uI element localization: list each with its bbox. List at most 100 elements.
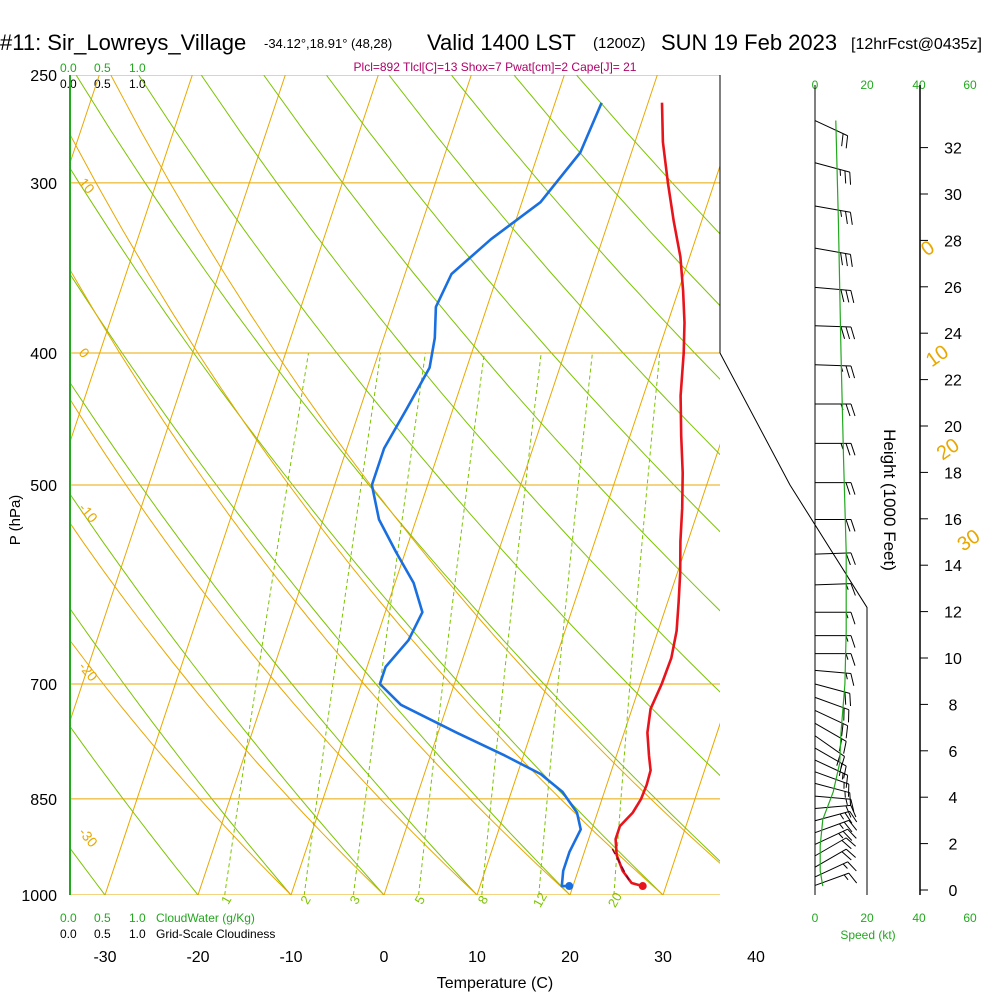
- pressure-tick-label: 400: [30, 346, 57, 363]
- wind-barb: [814, 771, 850, 797]
- wind-barb: [814, 364, 856, 379]
- dewpoint-profile-line: [370, 102, 603, 888]
- wind-barb-flag: [840, 252, 843, 266]
- wind-barb-flag: [847, 828, 857, 839]
- temperature-tick-label: 10: [468, 949, 486, 966]
- cloud-scale-bottom-green-1: 0.5: [94, 911, 111, 925]
- wind-barb-flag: [850, 365, 856, 379]
- valid-time: Valid 1400 LST: [427, 30, 576, 55]
- wind-barb: [814, 552, 856, 566]
- dry-adiabat-line: [75, 75, 720, 862]
- cloud-scale-bottom-black-0: 0.0: [60, 927, 77, 941]
- cloud-scale-bottom-green-0: 0.0: [60, 911, 77, 925]
- wind-barb: [815, 482, 856, 495]
- height-tick-label: 22: [944, 373, 962, 390]
- wind-barb-flag: [841, 840, 852, 850]
- wind-barb-flag: [850, 326, 856, 340]
- pressure-tick-label: 500: [30, 478, 57, 495]
- wind-barb-flag: [845, 403, 851, 417]
- wind-barb-flag: [841, 851, 852, 861]
- wind-barb-flag: [848, 820, 858, 831]
- temperature-tick-label: 20: [561, 949, 579, 966]
- wind-barb: [815, 611, 856, 625]
- wind-barb-shaft: [814, 325, 851, 328]
- height-axis-label: Height (1000 Feet): [880, 429, 899, 571]
- wind-barb-shaft: [814, 828, 848, 845]
- isotherm-line: [849, 75, 1000, 895]
- height-tick-label: 24: [944, 326, 962, 343]
- cloudiness-label: Grid-Scale Cloudiness: [156, 927, 275, 941]
- height-tick-label: 10: [944, 651, 962, 668]
- wind-barb-flag: [850, 799, 855, 812]
- station-title: #11: Sir_Lowreys_Village: [0, 30, 246, 55]
- wind-barb-shaft: [814, 747, 847, 767]
- dry-adiabat-line: [263, 75, 720, 612]
- isotherm-line: [662, 722, 720, 895]
- wind-barb-shaft: [814, 759, 848, 776]
- temperature-profile-line: [614, 102, 686, 888]
- wind-barb-flag: [845, 775, 849, 788]
- mixing-ratio-line: [303, 352, 382, 895]
- height-tick-label: 20: [944, 419, 962, 436]
- wind-barb-flag: [849, 172, 852, 185]
- wind-barb-flag: [841, 723, 844, 737]
- wind-barb-shaft: [814, 782, 850, 794]
- wind-barb: [815, 653, 856, 666]
- pressure-tick-label: 700: [30, 677, 57, 694]
- wind-barb-half-flag: [843, 874, 849, 881]
- mixing-ratio-line: [613, 352, 661, 895]
- speed-scale-bottom: 0 20 40 60 Speed (kt): [812, 911, 977, 942]
- wind-barb: [814, 120, 849, 149]
- wind-barb-half-flag: [839, 813, 845, 820]
- wind-barb-shaft: [814, 286, 851, 292]
- adiabat-label: 10: [922, 341, 953, 372]
- wind-barb-flag: [842, 830, 853, 841]
- wind-barb: [814, 669, 855, 686]
- temperature-tick-label: 40: [747, 949, 765, 966]
- moist-adiabat-line: [70, 639, 292, 895]
- wind-barb-flag: [844, 812, 853, 824]
- wind-barb-flag: [845, 211, 848, 225]
- height-tick-label: 4: [949, 790, 958, 807]
- cloud-scale-bottom: 0.0 0.5 1.0 CloudWater (g/Kg) 0.0 0.5 1.…: [60, 911, 275, 941]
- wind-barb-half-flag: [840, 443, 844, 450]
- dry-adiabat-line: [388, 75, 720, 456]
- wind-barb-flag: [845, 135, 849, 149]
- dry-adiabat-line: [70, 725, 199, 895]
- wind-barb-flag: [838, 763, 843, 777]
- wind-barb: [814, 205, 853, 225]
- station-coords: -34.12°,18.91° (48,28): [264, 36, 392, 51]
- wind-barb-shaft: [814, 120, 848, 137]
- moist-adiabat-line: [70, 522, 385, 895]
- wind-barb-shaft: [814, 795, 851, 800]
- isotherm-label: -30: [76, 824, 101, 850]
- temperature-tick-label: -20: [186, 949, 209, 966]
- wind-barb-half-flag: [842, 863, 848, 869]
- wind-barb-shaft: [814, 819, 849, 834]
- wind-barb: [814, 747, 847, 779]
- wind-barb-flag: [848, 872, 858, 884]
- temperature-tick-label: -30: [93, 949, 116, 966]
- wind-barb-flag: [841, 133, 844, 147]
- isotherm-label: -10: [76, 500, 101, 526]
- wind-barb: [814, 162, 852, 185]
- isotherm-line: [0, 75, 6, 895]
- wind-barb-shaft: [814, 247, 851, 255]
- speed-bottom-0: 0: [812, 911, 819, 925]
- height-tick-label: 14: [944, 558, 962, 575]
- wind-barb-flag: [850, 635, 856, 648]
- cloud-scale-top-black-1: 0.5: [94, 77, 111, 91]
- sounding-profiles: [370, 102, 686, 891]
- cloud-scale-top-green-0: 0.0: [60, 61, 77, 75]
- mixing-ratio-label: 12: [530, 890, 550, 910]
- moist-adiabat-line: [70, 268, 571, 895]
- temperature-tick-label: 0: [380, 949, 389, 966]
- wind-barb-flag: [840, 289, 845, 303]
- pressure-tick-label: 250: [30, 68, 57, 85]
- dry-adiabat-line: [451, 75, 720, 380]
- wind-barb-flag: [850, 403, 856, 417]
- wind-barb-shaft: [814, 810, 850, 822]
- wind-barb-flag: [845, 519, 851, 532]
